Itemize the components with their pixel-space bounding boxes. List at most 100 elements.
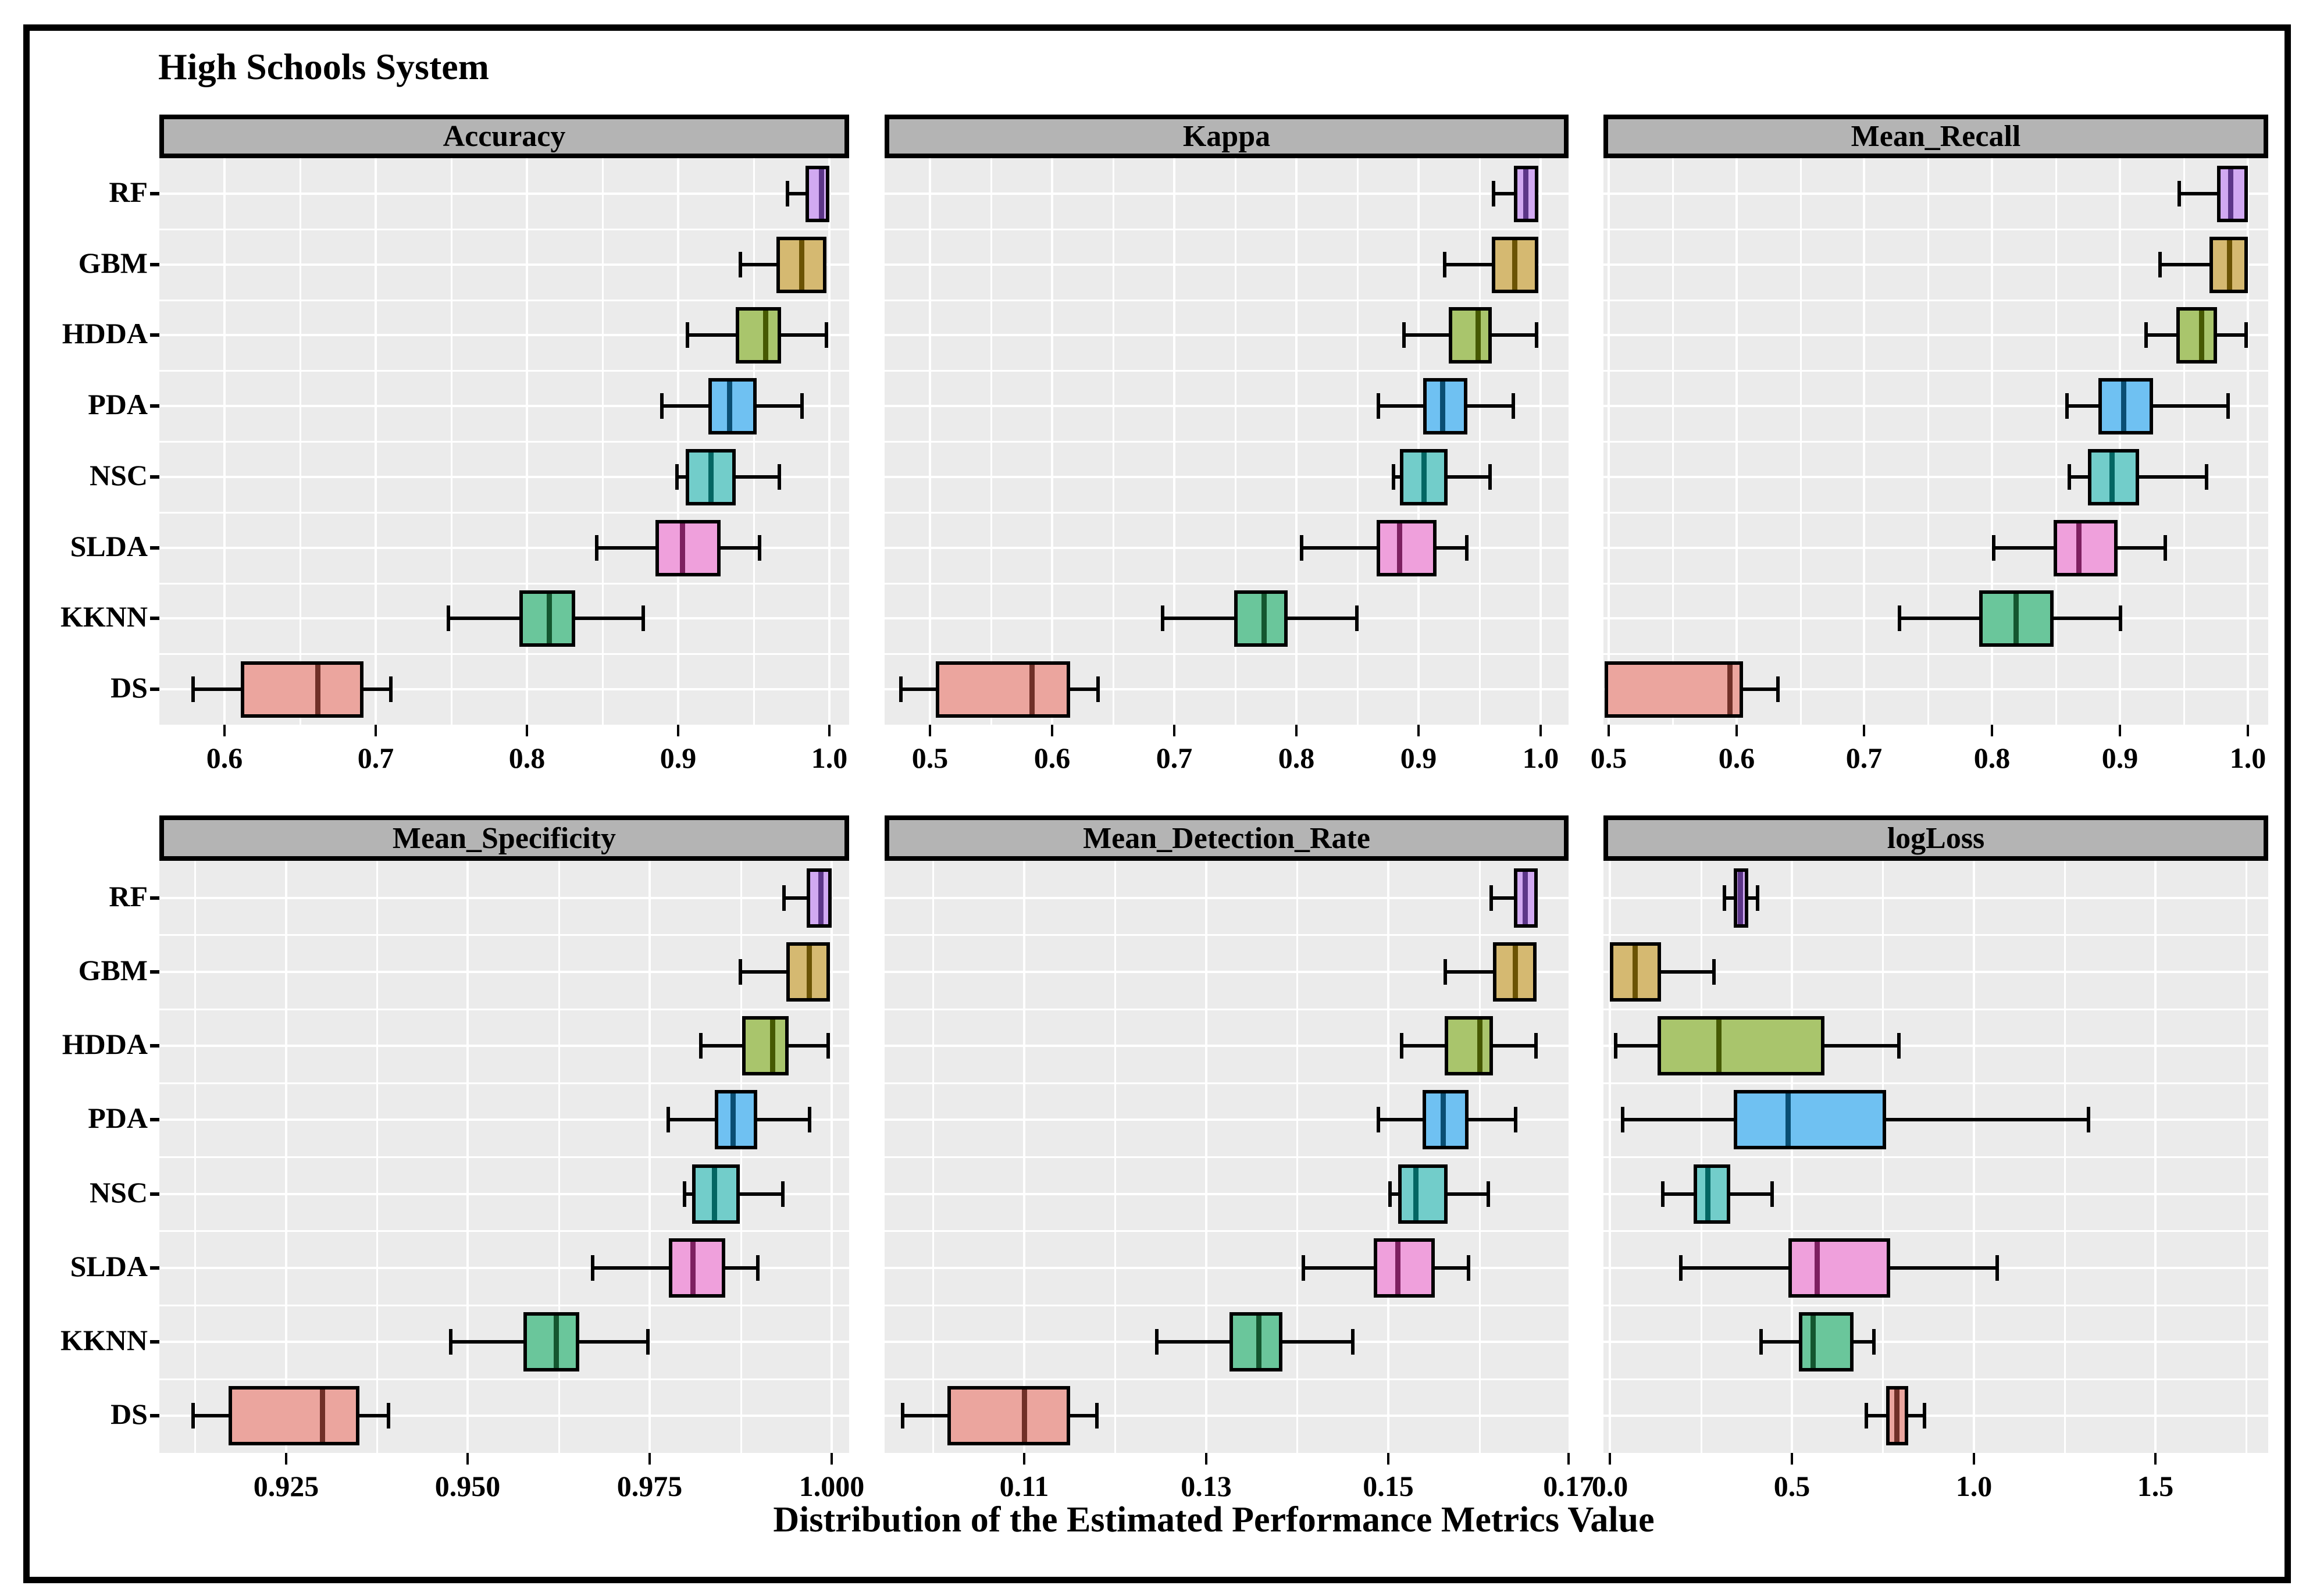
gridline-major-horizontal [885, 1045, 1569, 1048]
whisker-line-right [1854, 1340, 1876, 1344]
whisker-line-left [667, 1118, 715, 1121]
whisker-line-right [1437, 546, 1469, 550]
median-line-gbm [1512, 240, 1517, 290]
gridline-minor-horizontal [885, 1156, 1569, 1158]
whisker-line-right [2153, 404, 2230, 408]
box-hdda [736, 307, 781, 364]
whisker-cap-left [1388, 1181, 1392, 1207]
gridline-minor-horizontal [159, 653, 849, 656]
x-tick-label: 1.0 [2229, 742, 2266, 774]
whisker-line-left [1155, 1340, 1229, 1344]
x-tick-label: 0.975 [616, 1470, 683, 1502]
x-tick-mark [1608, 725, 1610, 736]
x-tick-label: 0.925 [253, 1470, 319, 1502]
whisker-cap-left [591, 1255, 594, 1281]
median-line-rf [1738, 872, 1743, 924]
gridline-minor-horizontal [1603, 370, 2268, 372]
whisker-cap-left [191, 676, 195, 702]
whisker-cap-left [1492, 181, 1495, 206]
facet-strip-mean-detection-rate: Mean_Detection_Rate [885, 815, 1569, 861]
median-line-rf [818, 872, 824, 924]
x-tick-label: 1.0 [1955, 1470, 1993, 1502]
median-line-nsc [708, 452, 714, 502]
y-axis-label-ds: DS [111, 671, 148, 704]
facet-strip-accuracy: Accuracy [159, 115, 849, 158]
x-tick-label: 0.11 [999, 1470, 1049, 1502]
whisker-line-right [1748, 896, 1759, 900]
whisker-cap-left [1444, 959, 1447, 985]
gridline-major-horizontal [159, 263, 849, 266]
whisker-cap-right [1355, 605, 1359, 631]
whisker-line-left [1489, 896, 1514, 900]
x-tick-label: 0.6 [206, 742, 243, 774]
whisker-cap-left [667, 1107, 670, 1132]
whisker-line-right [1730, 1192, 1774, 1196]
whisker-cap-right [2087, 1107, 2090, 1132]
median-line-rf [1523, 169, 1528, 219]
whisker-line-right [725, 1266, 760, 1270]
whisker-cap-left [699, 1033, 703, 1059]
gridline-major-horizontal [885, 970, 1569, 973]
whisker-cap-right [1872, 1329, 1876, 1355]
whisker-cap-right [2205, 464, 2208, 490]
x-tick-mark [223, 725, 226, 736]
whisker-line-right [1469, 1118, 1517, 1121]
whisker-cap-left [2065, 393, 2069, 419]
gridline-minor-horizontal [1603, 511, 2268, 514]
facet-strip-mean-specificity: Mean_Specificity [159, 815, 849, 861]
whisker-cap-right [1514, 1107, 1517, 1132]
gridline-major-horizontal [885, 1118, 1569, 1121]
facet-strip-logloss: logLoss [1603, 815, 2268, 861]
y-axis-label-hdda: HDDA [62, 317, 148, 350]
median-line-slda [1815, 1242, 1820, 1294]
median-line-gbm [1633, 946, 1638, 998]
x-tick-label: 0.5 [1773, 1470, 1811, 1502]
whisker-line-left [739, 263, 776, 266]
gridline-minor-horizontal [159, 1378, 849, 1380]
y-tick-mark [150, 617, 159, 620]
box-pda [1423, 377, 1467, 434]
median-line-slda [690, 1242, 696, 1294]
whisker-line-left [1621, 1118, 1734, 1121]
x-tick-label: 0.7 [357, 742, 394, 774]
box-pda [715, 1090, 757, 1149]
y-axis-label-gbm: GBM [78, 954, 148, 986]
median-line-gbm [1513, 946, 1518, 998]
gridline-major-horizontal [1603, 334, 2268, 337]
gridline-minor-horizontal [885, 1304, 1569, 1306]
gridline-major-horizontal [1603, 970, 2268, 973]
whisker-line-left [1161, 617, 1234, 620]
whisker-cap-right [825, 322, 828, 348]
whisker-line-right [2054, 617, 2122, 620]
gridline-minor-horizontal [159, 1082, 849, 1084]
median-line-pda [1440, 381, 1445, 431]
whisker-line-right [1435, 1266, 1470, 1270]
whisker-line-right [575, 617, 645, 620]
gridline-minor-horizontal [1603, 1378, 2268, 1380]
whisker-cap-right [1535, 322, 1538, 348]
whisker-line-left [1377, 1118, 1423, 1121]
box-kknn [1229, 1312, 1282, 1371]
gridline-major-horizontal [159, 688, 849, 691]
whisker-line-right [1890, 1266, 1999, 1270]
median-line-gbm [799, 240, 804, 290]
median-line-pda [1441, 1093, 1446, 1146]
gridline-minor-horizontal [1603, 1156, 2268, 1158]
facet-strip-label: Mean_Detection_Rate [1083, 821, 1370, 855]
whisker-line-right [757, 1118, 811, 1121]
median-line-kknn [1811, 1316, 1816, 1368]
median-line-pda [1785, 1093, 1791, 1146]
x-tick-mark [1051, 725, 1053, 736]
whisker-cap-left [1661, 1181, 1665, 1207]
whisker-cap-left [683, 1181, 686, 1207]
y-tick-mark [150, 1044, 159, 1048]
whisker-line-left [683, 1192, 692, 1196]
median-line-nsc [1705, 1168, 1710, 1220]
whisker-line-right [2217, 333, 2248, 337]
x-tick-label: 0.6 [1718, 742, 1755, 774]
whisker-cap-left [1302, 1255, 1305, 1281]
gridline-minor-horizontal [1603, 1304, 2268, 1306]
box-kknn [1799, 1312, 1854, 1371]
x-tick-mark [285, 1453, 287, 1465]
x-tick-mark [526, 725, 528, 736]
